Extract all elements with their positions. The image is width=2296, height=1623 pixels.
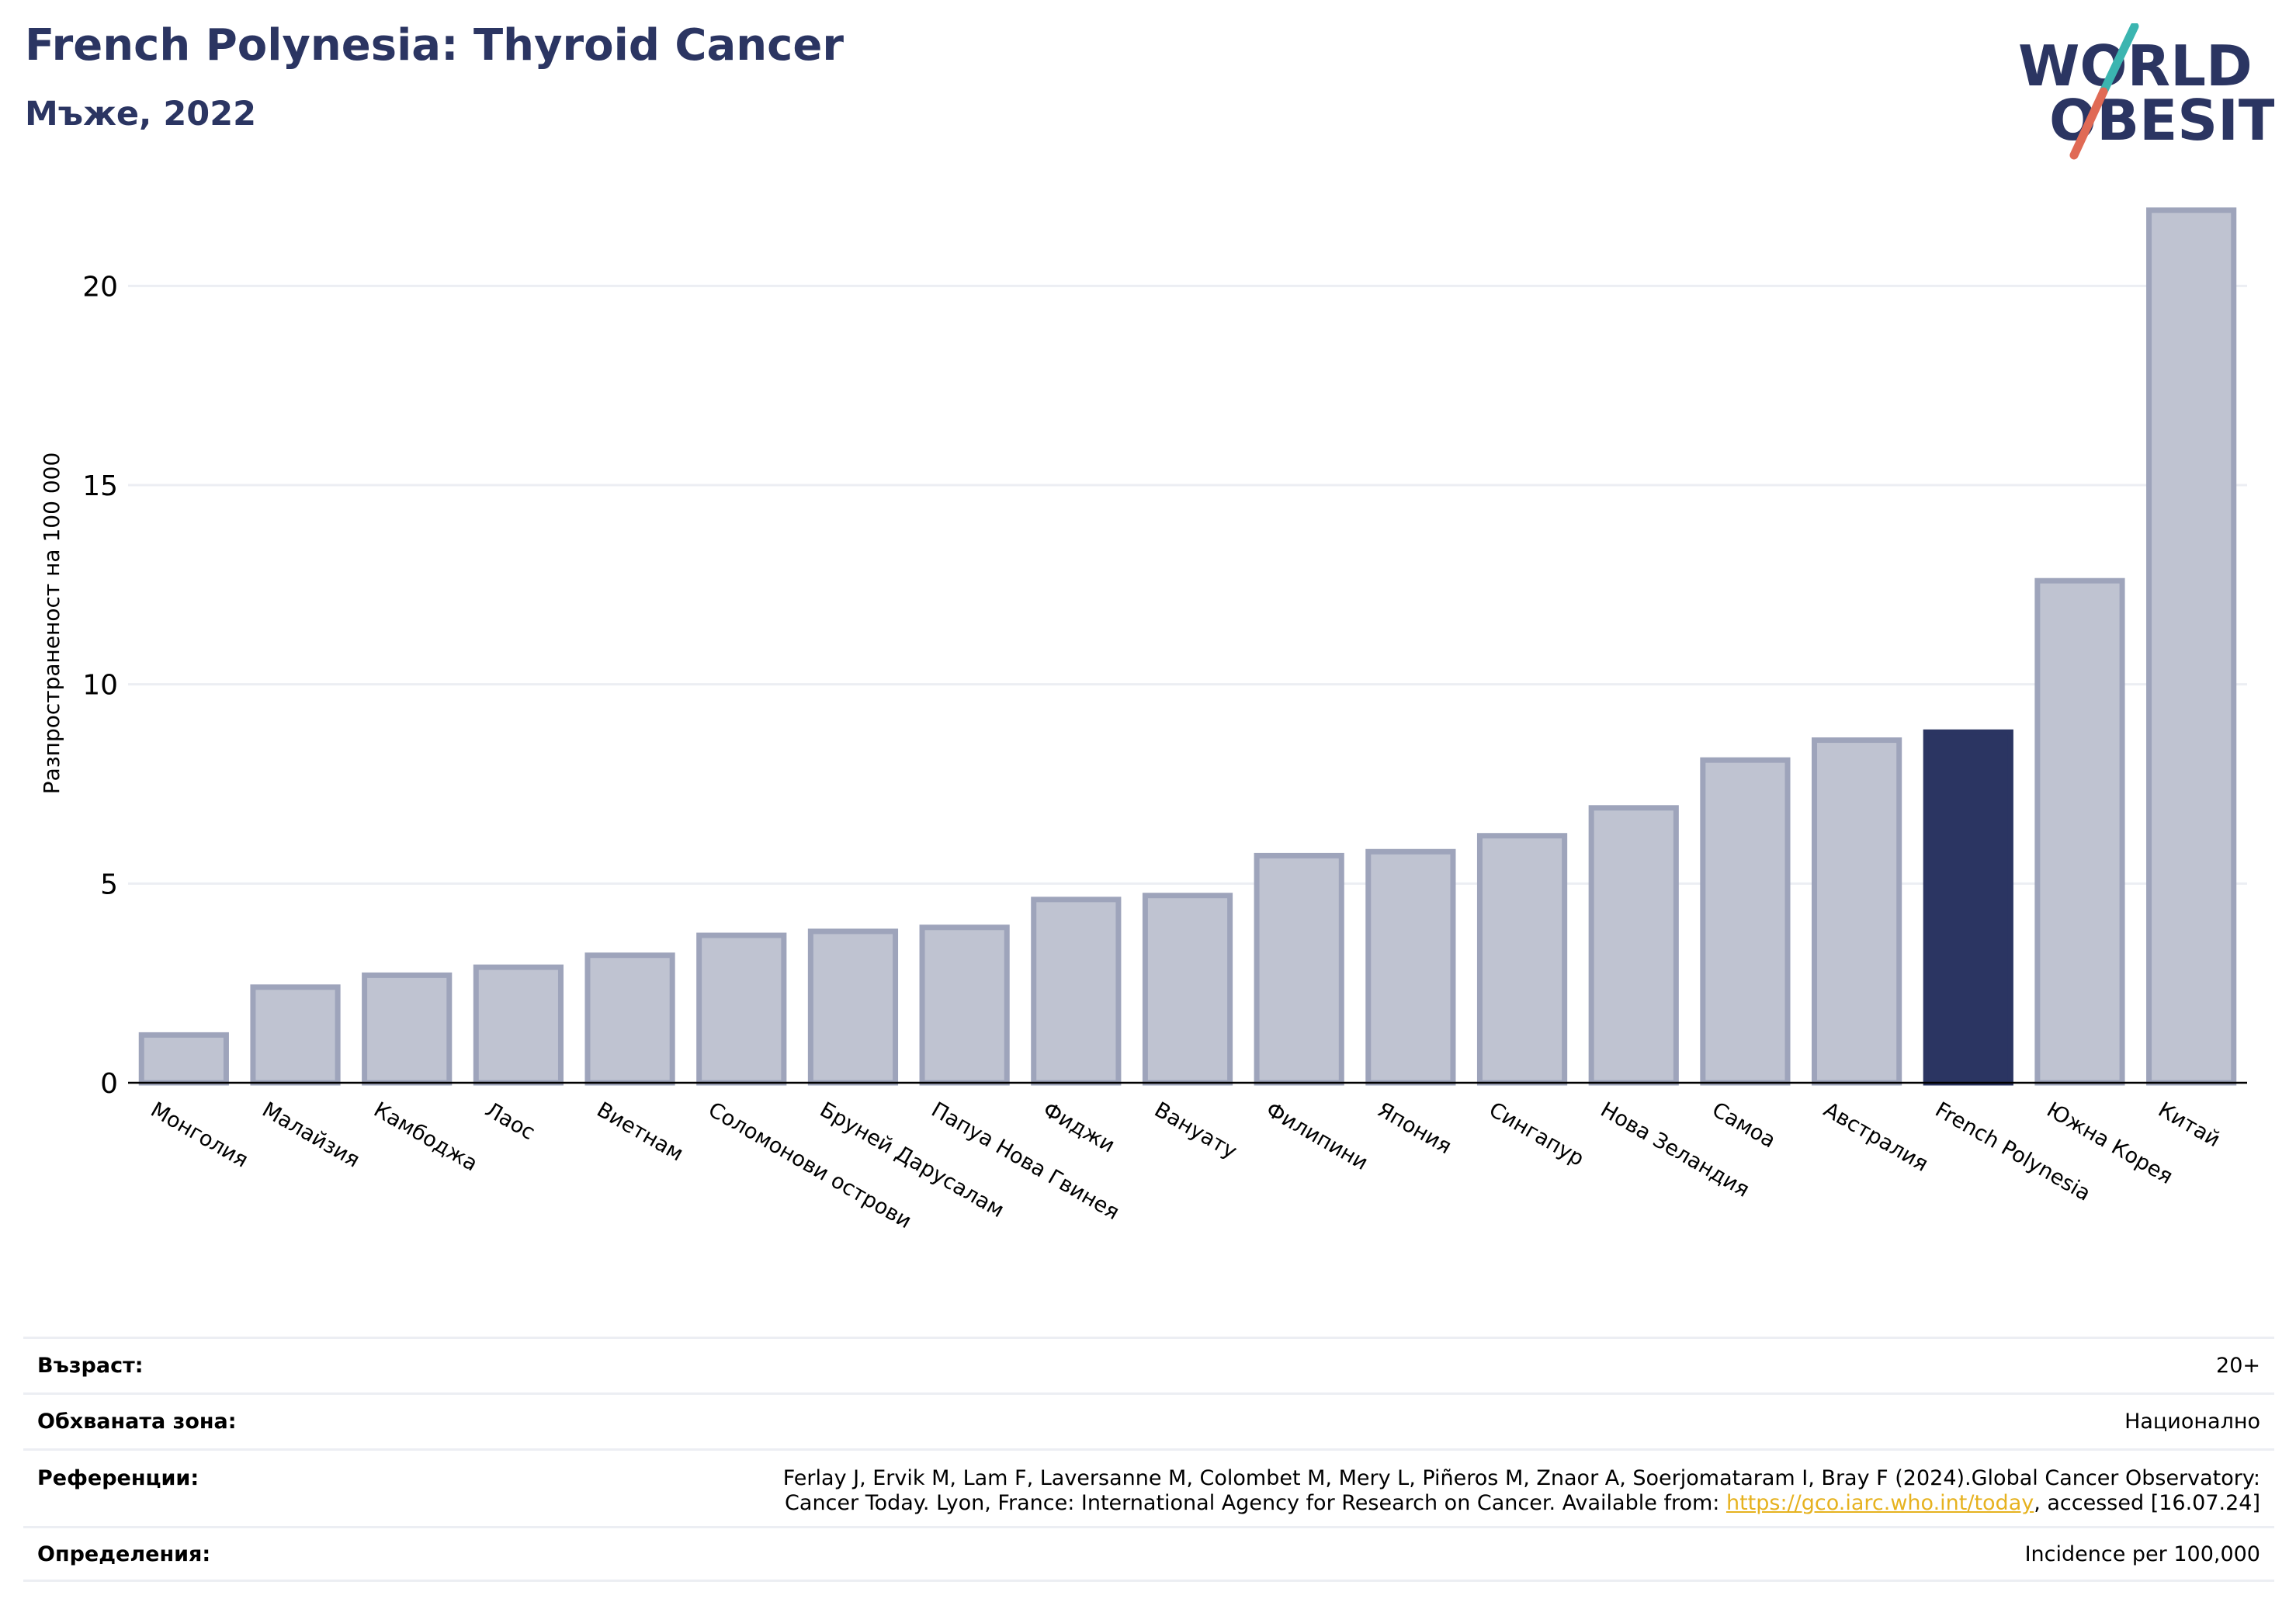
y-tick-label: 5 [100,869,118,900]
info-row-age: Възраст: 20+ [23,1337,2274,1392]
logo-line1: WORLD [2018,33,2253,99]
bar [250,984,341,1086]
y-axis-label: Разпространеност на 100 000 [39,453,64,795]
bar [1588,805,1679,1086]
y-tick-label: 20 [82,271,118,303]
x-tick-label: Австралия [1819,1098,1932,1177]
bar [1476,833,1568,1086]
bar [1031,896,1122,1086]
chart-title: French Polynesia: Thyroid Cancer [25,20,844,71]
references-value: Ferlay J, Ervik M, Lam F, Laversanne M, … [783,1466,2260,1526]
bar [1254,852,1344,1086]
logo-slash-bottom [2069,87,2108,160]
x-tick-label: Сингапур [1485,1098,1588,1171]
y-tick-labels: 0 5 10 15 20 [82,271,118,1100]
bar [138,1032,229,1086]
x-tick-label: Япония [1373,1098,1455,1159]
x-tick-labels: Монголия Малайзия Камбоджа Лаос Виетнам Солом… [147,1098,2225,1233]
zone-value: Национално [2124,1410,2260,1434]
x-tick-label: Филипини [1262,1098,1372,1175]
bar [807,928,899,1086]
x-tick-label: Папуа Нова Гвинея [928,1098,1124,1225]
reference-line1: Ferlay J, Ervik M, Lam F, Laversanne M, … [782,1466,2260,1490]
bar [696,932,787,1086]
x-tick-label: Малайзия [258,1098,363,1173]
reference-line2-suffix: , accessed [16.07.24] [2034,1491,2260,1515]
zone-label: Обхваната зона: [37,1410,237,1434]
bar [1142,893,1233,1086]
y-tick-label: 0 [100,1068,118,1100]
bar [473,964,564,1086]
x-tick-label: Монголия [147,1098,252,1172]
reference-link[interactable]: https://gco.iarc.who.int/today [1725,1491,2034,1515]
logo-slash-top [2099,23,2139,96]
bar [1365,848,1456,1086]
x-tick-label: Вануату [1150,1098,1241,1163]
bars [138,207,2237,1086]
info-row-zone: Обхваната зона: Национално [23,1392,2274,1448]
info-row-references: Референции: Ferlay J, Ervik M, Lam F, La… [23,1448,2274,1526]
reference-line2-prefix: Cancer Today. Lyon, France: Internationa… [785,1491,1726,1515]
bar-highlight [1923,729,2013,1086]
age-value: 20+ [2216,1354,2260,1378]
bar [2146,207,2237,1086]
y-tick-label: 10 [82,670,118,702]
x-tick-label: Соломонови острови [704,1098,915,1233]
x-tick-label: Самоа [1708,1098,1779,1153]
bar [1812,737,1902,1086]
bar [362,972,453,1086]
bar [1700,757,1791,1086]
world-obesity-logo: WORLD OBESITY [2018,23,2274,160]
x-tick-label: Фиджи [1039,1098,1119,1158]
x-tick-label: Лаос [481,1098,539,1145]
x-tick-label: Виетнам [592,1098,687,1166]
bar [584,952,675,1086]
x-tick-label: Камбоджа [369,1098,481,1176]
bar-chart: 0 5 10 15 20 Монголия Малайзия Камбоджа Лаос Вие… [39,207,2247,1233]
chart-subtitle: Мъже, 2022 [25,95,257,134]
bar [919,924,1010,1086]
age-label: Възраст: [37,1354,144,1378]
info-table: Възраст: 20+ Обхваната зона: Национално … [23,1337,2274,1582]
references-label: Референции: [37,1466,199,1490]
definitions-label: Определения: [37,1542,211,1566]
x-tick-label: Китай [2154,1098,2224,1152]
definitions-value: Incidence per 100,000 [2024,1542,2260,1566]
x-tick-label: Бруней Дарусалам [816,1098,1008,1222]
info-row-definitions: Определения: Incidence per 100,000 [23,1526,2274,1582]
bar [2034,577,2125,1086]
y-tick-label: 15 [82,470,118,502]
